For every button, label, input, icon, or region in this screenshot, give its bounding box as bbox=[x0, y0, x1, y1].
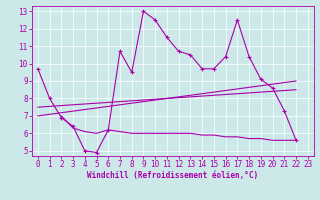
X-axis label: Windchill (Refroidissement éolien,°C): Windchill (Refroidissement éolien,°C) bbox=[87, 171, 258, 180]
